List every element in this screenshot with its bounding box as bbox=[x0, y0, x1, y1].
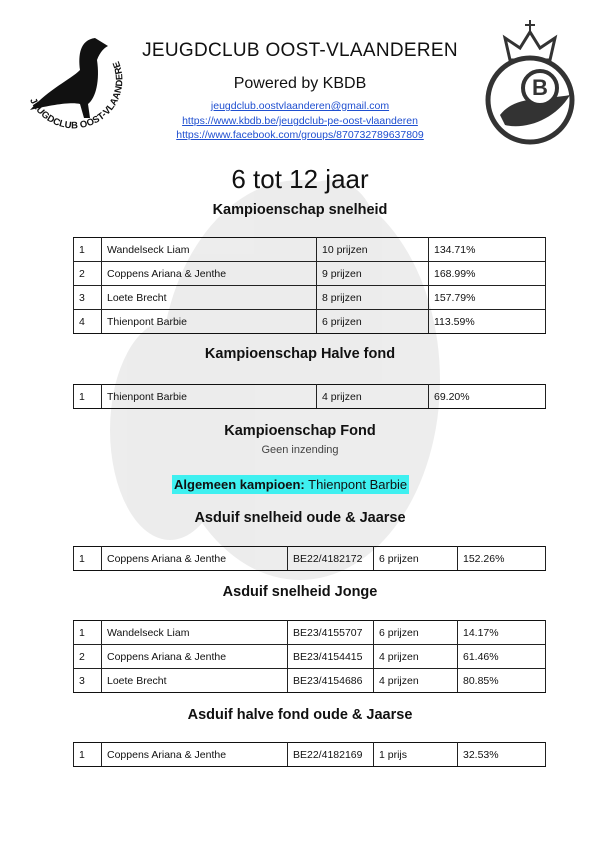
logo-letter: B bbox=[532, 75, 548, 100]
table-cell: Thienpont Barbie bbox=[101, 309, 317, 334]
table-cell: 1 bbox=[73, 384, 102, 409]
table-cell: 61.46% bbox=[457, 644, 546, 669]
table-cell: Loete Brecht bbox=[101, 285, 317, 310]
table-row: 4 Thienpont Barbie 6 prijzen 113.59% bbox=[73, 309, 546, 334]
results-table: 1 Coppens Ariana & Jenthe BE22/4182172 6 pr… bbox=[73, 546, 546, 571]
table-cell: 4 prijzen bbox=[316, 384, 429, 409]
table-row: 3 Loete Brecht 8 prijzen 157.79% bbox=[73, 285, 546, 310]
table-cell: 6 prijzen bbox=[373, 620, 458, 645]
table-cell: Wandelseck Liam bbox=[101, 620, 288, 645]
section-title: Kampioenschap Fond bbox=[224, 423, 376, 439]
table-cell: Thienpont Barbie bbox=[101, 384, 317, 409]
champion: Algemeen kampioen: Thienpont Barbie bbox=[172, 475, 410, 494]
table-cell: 2 bbox=[73, 644, 102, 669]
table-row: 1 Coppens Ariana & Jenthe BE22/4182172 6 pr… bbox=[73, 546, 546, 571]
table-cell: Coppens Ariana & Jenthe bbox=[101, 546, 288, 571]
champion-label: Algemeen kampioen: bbox=[174, 477, 305, 492]
table-cell: 3 bbox=[73, 285, 102, 310]
table-cell: 134.71% bbox=[428, 237, 546, 262]
logo-right: B bbox=[485, 20, 575, 145]
header-subtitle: Powered by KBDB bbox=[233, 75, 367, 92]
champion-name: Thienpont Barbie bbox=[308, 477, 408, 492]
table-cell: BE22/4182169 bbox=[287, 742, 374, 767]
table-cell: Coppens Ariana & Jenthe bbox=[101, 644, 288, 669]
web-link[interactable]: https://www.kbdb.be/jeugdclub-pe-oost-vl… bbox=[182, 115, 418, 127]
table-cell: 80.85% bbox=[457, 668, 546, 693]
table-row: 1 Wandelseck Liam BE23/4155707 6 prijzen 14.… bbox=[73, 620, 546, 645]
section-note: Geen inzending bbox=[261, 444, 339, 456]
table-cell: 10 prijzen bbox=[316, 237, 429, 262]
table-cell: 9 prijzen bbox=[316, 261, 429, 286]
table-cell: BE22/4182172 bbox=[287, 546, 374, 571]
email-link[interactable]: jeugdclub.oostvlaanderen@gmail.com bbox=[210, 100, 390, 112]
table-cell: 4 prijzen bbox=[373, 668, 458, 693]
page-title: 6 tot 12 jaar bbox=[231, 164, 369, 194]
table-cell: 157.79% bbox=[428, 285, 546, 310]
table-cell: 1 bbox=[73, 742, 102, 767]
table-cell: BE23/4154686 bbox=[287, 668, 374, 693]
table-row: 1 Thienpont Barbie 4 prijzen 69.20% bbox=[73, 384, 546, 409]
section-title: Asduif snelheid oude & Jaarse bbox=[194, 510, 406, 526]
table-cell: 2 bbox=[73, 261, 102, 286]
table-cell: Coppens Ariana & Jenthe bbox=[101, 742, 288, 767]
table-cell: 152.26% bbox=[457, 546, 546, 571]
table-cell: 4 bbox=[73, 309, 102, 334]
table-cell: Coppens Ariana & Jenthe bbox=[101, 261, 317, 286]
table-row: 2 Coppens Ariana & Jenthe BE23/4154415 4 pr… bbox=[73, 644, 546, 669]
logo-left: JEUGDCLUB OOST-VLAANDEREN bbox=[0, 0, 125, 131]
table-cell: 1 bbox=[73, 237, 102, 262]
table-row: 2 Coppens Ariana & Jenthe 9 prijzen 168.99% bbox=[73, 261, 546, 286]
table-cell: Loete Brecht bbox=[101, 668, 288, 693]
table-cell: BE23/4154415 bbox=[287, 644, 374, 669]
logo-text: JEUGDCLUB OOST-VLAANDEREN bbox=[0, 0, 125, 131]
results-table: 1 Wandelseck Liam 10 prijzen 134.71% 2 Coppen… bbox=[73, 237, 546, 334]
table-row: 3 Loete Brecht BE23/4154686 4 prijzen 80.85% bbox=[73, 668, 546, 693]
table-cell: Wandelseck Liam bbox=[101, 237, 317, 262]
table-cell: 6 prijzen bbox=[316, 309, 429, 334]
table-cell: 14.17% bbox=[457, 620, 546, 645]
table-cell: 168.99% bbox=[428, 261, 546, 286]
table-cell: 113.59% bbox=[428, 309, 546, 334]
header-title: JEUGDCLUB OOST-VLAANDEREN bbox=[142, 40, 458, 61]
table-cell: 4 prijzen bbox=[373, 644, 458, 669]
table-cell: 69.20% bbox=[428, 384, 546, 409]
section-title: Asduif snelheid Jonge bbox=[222, 584, 378, 600]
section-title: Kampioenschap snelheid bbox=[212, 202, 388, 218]
results-table: 1 Wandelseck Liam BE23/4155707 6 prijzen 14.… bbox=[73, 620, 546, 693]
table-cell: BE23/4155707 bbox=[287, 620, 374, 645]
table-cell: 1 bbox=[73, 620, 102, 645]
table-row: 1 Coppens Ariana & Jenthe BE22/4182169 1 pr… bbox=[73, 742, 546, 767]
web-link[interactable]: https://www.facebook.com/groups/87073278… bbox=[176, 129, 424, 141]
table-cell: 3 bbox=[73, 668, 102, 693]
table-cell: 1 bbox=[73, 546, 102, 571]
table-cell: 6 prijzen bbox=[373, 546, 458, 571]
table-cell: 32.53% bbox=[457, 742, 546, 767]
svg-text:JEUGDCLUB OOST-VLAANDEREN: JEUGDCLUB OOST-VLAANDEREN bbox=[0, 0, 125, 131]
table-cell: 8 prijzen bbox=[316, 285, 429, 310]
table-cell: 1 prijs bbox=[373, 742, 458, 767]
results-table: 1 Thienpont Barbie 4 prijzen 69.20% bbox=[73, 384, 546, 409]
table-row: 1 Wandelseck Liam 10 prijzen 134.71% bbox=[73, 237, 546, 262]
section-title: Kampioenschap Halve fond bbox=[204, 346, 396, 362]
section-title: Asduif halve fond oude & Jaarse bbox=[187, 707, 413, 723]
results-table: 1 Coppens Ariana & Jenthe BE22/4182169 1 pr… bbox=[73, 742, 546, 767]
